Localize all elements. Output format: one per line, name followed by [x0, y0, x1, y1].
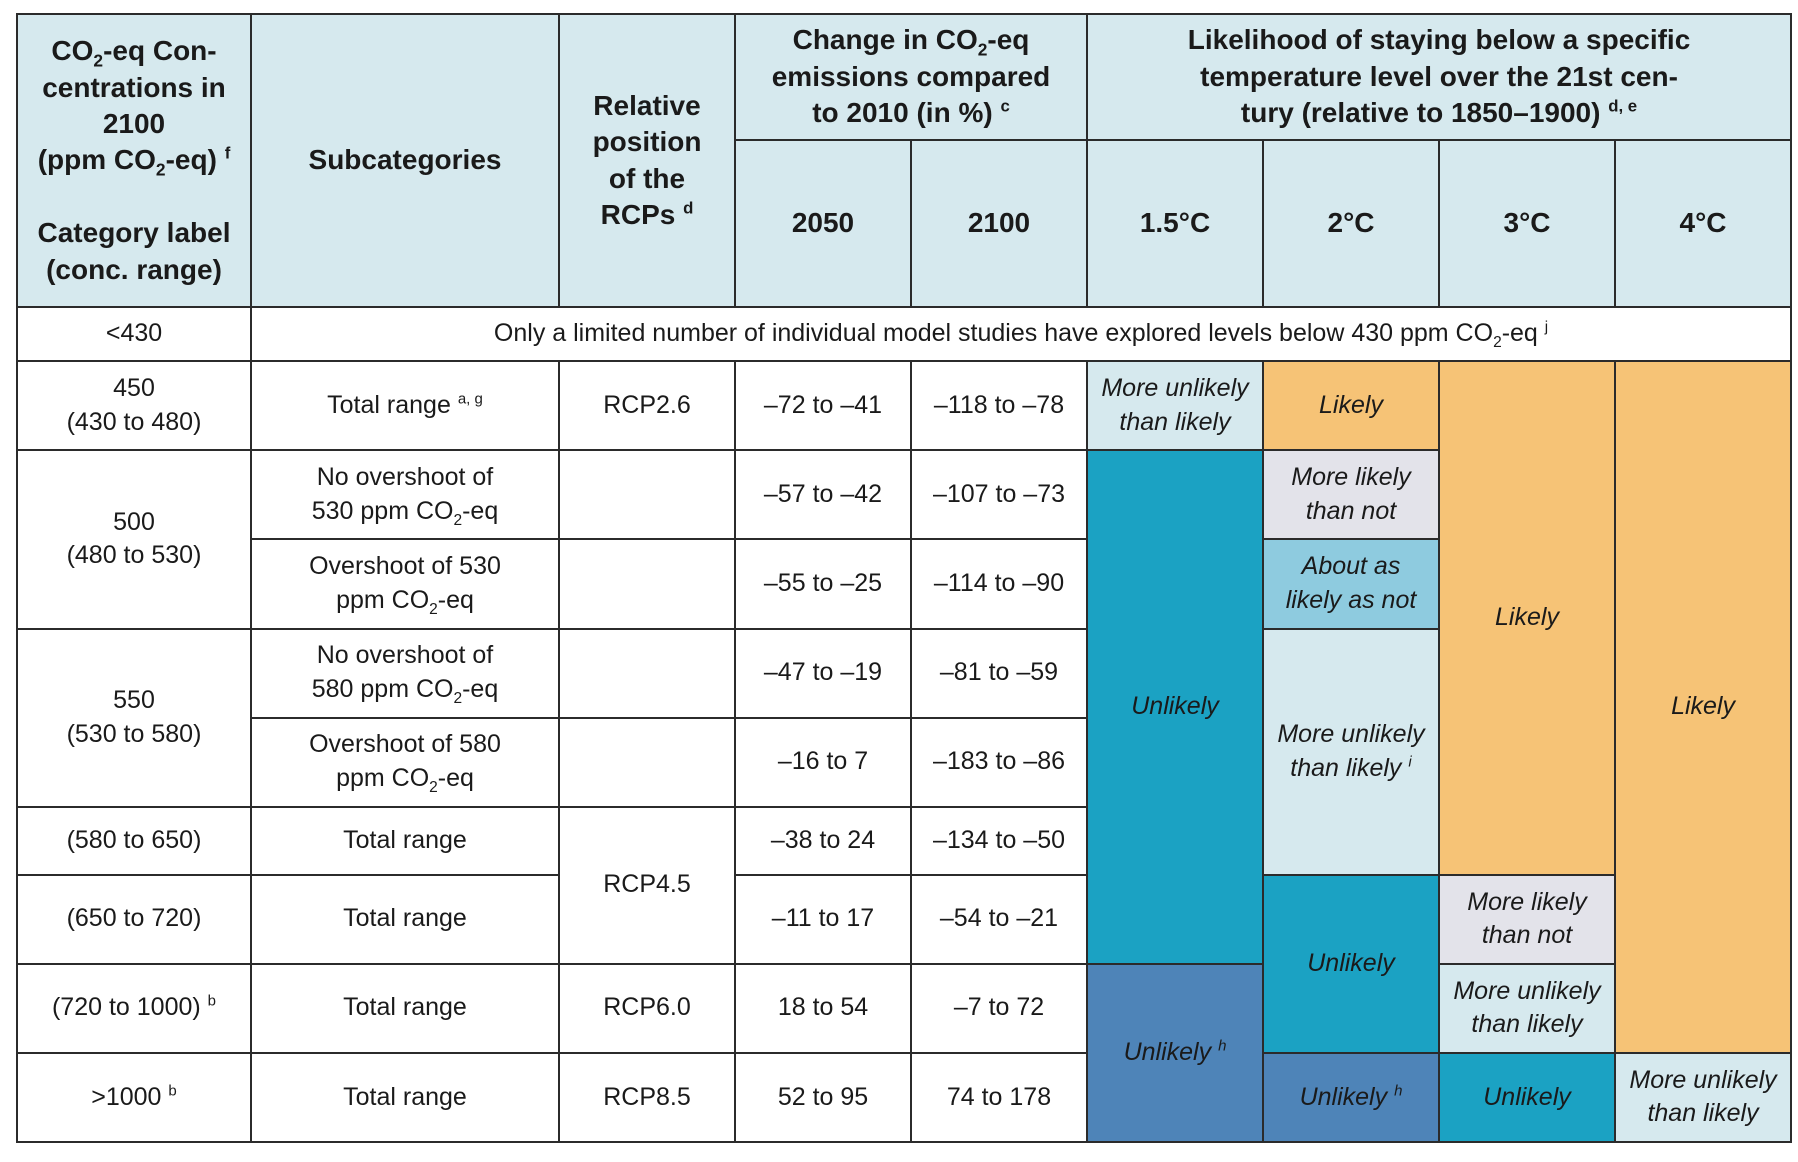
- emission-2100-650-720: –54 to –21: [910, 873, 1088, 965]
- likelihood-2c-500-no-overshoot: More likely than not: [1262, 449, 1440, 541]
- emission-2100-1000-plus: 74 to 178: [910, 1051, 1088, 1144]
- emission-2100-550-no-overshoot: –81 to –59: [910, 627, 1088, 719]
- category-430: <430: [16, 306, 252, 363]
- subcategory-580-650: Total range: [250, 805, 560, 876]
- header-temp-2c: 2°C: [1262, 139, 1440, 309]
- category-500: 500 (480 to 530): [16, 449, 252, 630]
- category-1000-plus: >1000 b: [16, 1051, 252, 1144]
- rcp-450: RCP2.6: [558, 360, 736, 452]
- emission-2100-450: –118 to –78: [910, 360, 1088, 452]
- likelihood-3c-1000-plus: Unlikely: [1438, 1051, 1616, 1144]
- header-temp-3c: 3°C: [1438, 139, 1616, 309]
- header-year-2100: 2100: [910, 139, 1088, 309]
- likelihood-4c-1000-plus: More unlikely than likely: [1613, 1051, 1793, 1144]
- emission-2050-550-no-overshoot: –47 to –19: [734, 627, 912, 719]
- subcategory-650-720: Total range: [250, 873, 560, 965]
- rcp-1000-plus: RCP8.5: [558, 1051, 736, 1144]
- emission-2050-650-720: –11 to 17: [734, 873, 912, 965]
- rcp-500-overshoot: [558, 538, 736, 630]
- likelihood-1-5c-720-plus: Unlikely h: [1086, 962, 1264, 1144]
- header-concentration-category: CO2-eq Con- centrations in 2100 (ppm CO2…: [16, 12, 252, 309]
- likelihood-1-5c-450: More unlikely than likely: [1086, 360, 1264, 452]
- category-720-1000: (720 to 1000) b: [16, 962, 252, 1054]
- emission-2050-550-overshoot: –16 to 7: [734, 716, 912, 808]
- subcategory-500-overshoot: Overshoot of 530 ppm CO2-eq: [250, 538, 560, 630]
- header-temp-4c: 4°C: [1613, 139, 1793, 309]
- emission-2050-500-no-overshoot: –57 to –42: [734, 449, 912, 541]
- rcp-550-overshoot: [558, 716, 736, 808]
- subcategory-1000-plus: Total range: [250, 1051, 560, 1144]
- likelihood-2c-1000-plus: Unlikely h: [1262, 1051, 1440, 1144]
- emission-2100-500-overshoot: –114 to –90: [910, 538, 1088, 630]
- header-rcp-position: Relative position of the RCPs d: [558, 12, 736, 309]
- subcategory-550-no-overshoot: No overshoot of 580 ppm CO2-eq: [250, 627, 560, 719]
- note-below-430: Only a limited number of individual mode…: [249, 306, 1793, 363]
- likelihood-3c-650-720: More likely than not: [1438, 873, 1616, 965]
- likelihood-4c-450-1000: Likely: [1613, 360, 1793, 1054]
- scenario-table: CO2-eq Con- centrations in 2100 (ppm CO2…: [16, 12, 1793, 1144]
- header-subcategories: Subcategories: [250, 12, 560, 309]
- emission-2100-550-overshoot: –183 to –86: [910, 716, 1088, 808]
- emission-2050-500-overshoot: –55 to –25: [734, 538, 912, 630]
- emission-2050-1000-plus: 52 to 95: [734, 1051, 912, 1144]
- subcategory-550-overshoot: Overshoot of 580 ppm CO2-eq: [250, 716, 560, 808]
- rcp-550-no-overshoot: [558, 627, 736, 719]
- likelihood-3c-720-1000: More unlikely than likely: [1438, 962, 1616, 1054]
- rcp-580-720: RCP4.5: [558, 805, 736, 965]
- emission-2050-450: –72 to –41: [734, 360, 912, 452]
- header-year-2050: 2050: [734, 139, 912, 309]
- emission-2050-720-1000: 18 to 54: [734, 962, 912, 1054]
- rcp-500-no-overshoot: [558, 449, 736, 541]
- header-emission-change: Change in CO2-eq emissions compared to 2…: [734, 12, 1088, 142]
- likelihood-2c-500-overshoot: About as likely as not: [1262, 538, 1440, 630]
- header-temperature-likelihood: Likelihood of staying below a specific te…: [1085, 12, 1793, 142]
- header-temp-1-5c: 1.5°C: [1086, 139, 1264, 309]
- category-580-650: (580 to 650): [16, 805, 252, 876]
- emission-2100-580-650: –134 to –50: [910, 805, 1088, 876]
- likelihood-1-5c-500-720: Unlikely: [1086, 449, 1264, 965]
- likelihood-3c-450-650: Likely: [1438, 360, 1616, 876]
- category-650-720: (650 to 720): [16, 873, 252, 965]
- rcp-720-1000: RCP6.0: [558, 962, 736, 1054]
- category-450: 450 (430 to 480): [16, 360, 252, 452]
- emission-2050-580-650: –38 to 24: [734, 805, 912, 876]
- category-550: 550 (530 to 580): [16, 627, 252, 808]
- likelihood-2c-650-1000: Unlikely: [1262, 873, 1440, 1054]
- subcategory-450: Total range a, g: [250, 360, 560, 452]
- emission-2100-720-1000: –7 to 72: [910, 962, 1088, 1054]
- subcategory-720-1000: Total range: [250, 962, 560, 1054]
- subcategory-500-no-overshoot: No overshoot of 530 ppm CO2-eq: [250, 449, 560, 541]
- emission-2100-500-no-overshoot: –107 to –73: [910, 449, 1088, 541]
- likelihood-2c-450: Likely: [1262, 360, 1440, 452]
- likelihood-2c-550-650: More unlikely than likely i: [1262, 627, 1440, 876]
